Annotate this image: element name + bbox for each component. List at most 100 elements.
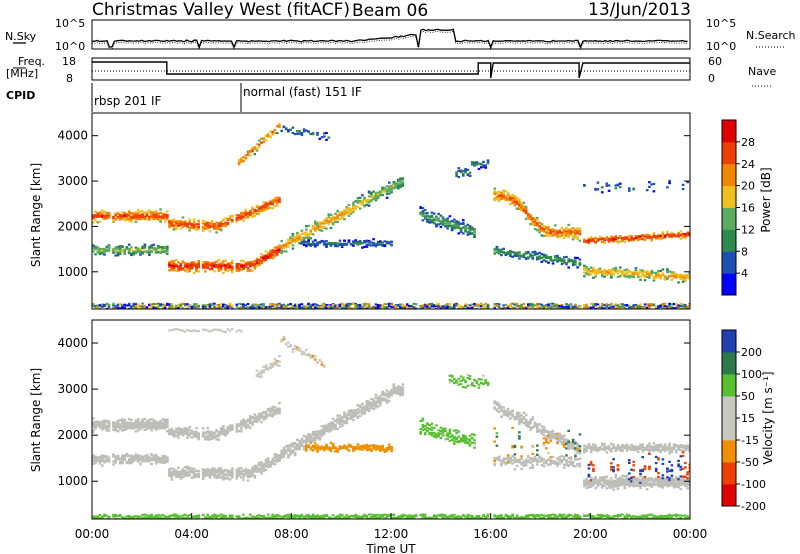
velocity-cell [92, 429, 95, 432]
velocity-cell [197, 438, 200, 441]
power-cell [134, 216, 138, 219]
velocity-cell [98, 455, 102, 458]
power-cell [513, 251, 517, 254]
power-cell [365, 245, 369, 248]
power-cell [565, 303, 568, 306]
power-cell [244, 265, 248, 268]
power-cell [280, 251, 283, 254]
power-cell [206, 304, 209, 307]
power-cell [468, 225, 472, 228]
power-cell [96, 212, 100, 215]
power-cell [222, 218, 225, 221]
velocity-cell [150, 453, 153, 456]
velocity-cell [112, 460, 115, 463]
power-cell [672, 307, 676, 309]
power-cell [217, 222, 221, 225]
power-cell [587, 237, 591, 240]
power-cell [134, 211, 138, 214]
power-cell [462, 172, 465, 175]
velocity-cell [235, 470, 239, 473]
power-cell [556, 256, 559, 260]
power-cell [289, 307, 292, 309]
power-cell [511, 255, 514, 258]
power-cell [150, 211, 153, 214]
power-cell [551, 234, 555, 237]
power-cell [531, 254, 535, 257]
power-cell [562, 256, 566, 259]
power-cell [589, 237, 593, 240]
velocity-cell [139, 424, 142, 427]
power-cell [574, 256, 577, 259]
velocity-cell [141, 419, 144, 422]
power-cell [464, 225, 467, 228]
velocity-cell [224, 331, 227, 334]
power-cell [471, 306, 474, 309]
power-cell [293, 241, 297, 244]
power-cell [688, 276, 690, 279]
power-cell [394, 307, 398, 309]
power-cell [343, 303, 346, 306]
power-cell [215, 227, 218, 231]
power-cell [291, 244, 295, 247]
power-cell [435, 219, 438, 222]
power-cell [453, 218, 456, 221]
power-cell [576, 237, 579, 240]
power-cell [399, 306, 402, 309]
velocity-cell [157, 460, 160, 463]
power-cell [511, 202, 514, 205]
power-cell [542, 225, 546, 228]
power-cell [134, 251, 138, 254]
power-cell [614, 236, 618, 239]
velocity-cell [222, 478, 225, 481]
velocity-cell [175, 513, 178, 516]
velocity-cell [228, 427, 232, 430]
velocity-cell [177, 475, 180, 478]
power-cell [545, 255, 548, 258]
power-cell [260, 261, 263, 264]
power-cell [213, 265, 216, 268]
power-cell [271, 251, 274, 254]
velocity-cell [231, 467, 234, 470]
power-cell [249, 262, 252, 265]
power-cell [253, 147, 257, 150]
power-cell [325, 240, 328, 243]
power-cell [154, 214, 158, 218]
velocity-cell [134, 453, 138, 456]
power-cell [513, 195, 517, 198]
power-cell [641, 306, 644, 309]
power-cell [663, 302, 667, 305]
power-cell [511, 302, 514, 305]
velocity-cell [101, 422, 104, 426]
velocity-cell [101, 427, 104, 430]
power-cell [161, 212, 165, 215]
velocity-cell [150, 458, 153, 461]
power-cell [300, 236, 304, 239]
power-cell [186, 303, 189, 306]
velocity-cell [163, 516, 167, 519]
power-cell [473, 235, 476, 238]
power-cell [562, 307, 566, 309]
freq-panel [91, 57, 691, 81]
power-cell [670, 305, 674, 308]
power-cell [150, 303, 153, 306]
power-cell [231, 304, 234, 307]
velocity-cell [222, 516, 225, 519]
power-cell [206, 266, 209, 269]
power-cell [172, 260, 176, 263]
power-cell [249, 269, 252, 272]
power-cell [192, 227, 196, 230]
velocity-cell [242, 423, 245, 426]
power-cell [388, 185, 391, 188]
power-cell [307, 241, 310, 244]
velocity-cell [210, 437, 214, 440]
power-cell [444, 225, 447, 228]
power-cell [345, 304, 348, 307]
velocity-cell [179, 430, 183, 434]
power-cell [92, 216, 95, 219]
power-cell [179, 222, 183, 225]
power-cell [136, 208, 140, 211]
power-cell [242, 219, 245, 222]
power-cell [619, 269, 622, 272]
power-cell [536, 256, 539, 259]
power-cell [518, 201, 521, 204]
